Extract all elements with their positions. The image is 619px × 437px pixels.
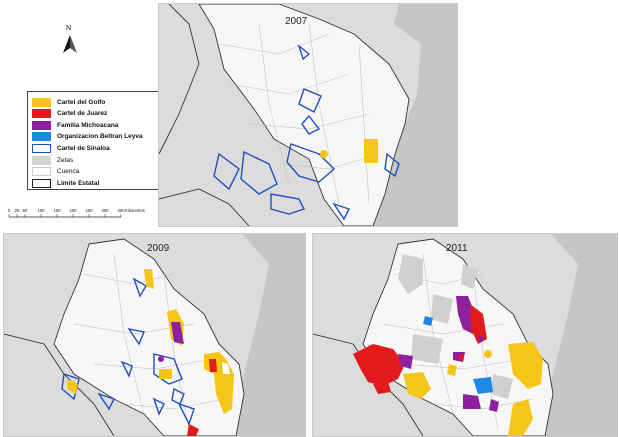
scale-tick-label: 250 bbox=[86, 208, 94, 213]
legend-label: Cartel del Golfo bbox=[57, 98, 106, 106]
legend-label: Cuenca bbox=[57, 168, 80, 176]
map-2009-canvas bbox=[4, 234, 305, 436]
legend-swatch bbox=[32, 132, 51, 142]
map-year: 2011 bbox=[446, 243, 468, 254]
map-2007: 2007 bbox=[158, 3, 458, 227]
north-letter: N bbox=[66, 25, 72, 32]
region-white bbox=[198, 4, 410, 226]
scale-tick-label: 25 bbox=[15, 208, 20, 213]
north-arrow-icon bbox=[63, 35, 77, 53]
scale-tick-label: 300 bbox=[102, 208, 110, 213]
legend-swatch bbox=[32, 167, 51, 177]
scale-tick-label: 200 bbox=[70, 208, 78, 213]
scale-tick-label: 50 bbox=[23, 208, 28, 213]
scale-tick-label: 0 bbox=[8, 208, 11, 213]
scale-unit: Kilometros bbox=[125, 208, 145, 213]
legend-item: Organizacion Beltran Leyva bbox=[32, 132, 143, 142]
legend-swatch bbox=[32, 120, 51, 130]
scale-tick-label: 100 bbox=[38, 208, 46, 213]
map-2007-canvas bbox=[159, 4, 457, 226]
sinaloa-outlines bbox=[213, 44, 400, 221]
map-2011: 2011 bbox=[312, 233, 618, 437]
legend-swatch bbox=[32, 155, 51, 165]
legend-label: Limite Estatal bbox=[57, 179, 100, 187]
golfo-area bbox=[364, 139, 378, 163]
legend-label: Cartel de Juarez bbox=[57, 110, 108, 118]
legend-item: Limite Estatal bbox=[32, 178, 99, 188]
legend-swatch bbox=[32, 97, 51, 107]
scale-tick-label: 150 bbox=[54, 208, 62, 213]
legend-item: Cartel de Sinaloa bbox=[32, 143, 110, 153]
legend: Cartel del Golfo Cartel de Juarez Familia … bbox=[27, 91, 160, 190]
scale-tick-label: 350 bbox=[118, 208, 126, 213]
map-year: 2007 bbox=[285, 16, 308, 27]
legend-item: Cartel del Golfo bbox=[32, 97, 105, 107]
legend-item: Familia Michoacana bbox=[32, 120, 118, 130]
scale-bar-graphic: 0 25 50 100 150 200 250 300 350 Kilometros bbox=[8, 208, 145, 218]
map-2011-canvas bbox=[313, 234, 617, 436]
legend-item: Zetas bbox=[32, 155, 73, 165]
legend-label: Organizacion Beltran Leyva bbox=[57, 133, 143, 141]
legend-label: Cartel de Sinaloa bbox=[57, 144, 110, 152]
north-arrow: N bbox=[60, 25, 80, 55]
map-2009: 2009 bbox=[3, 233, 306, 437]
legend-label: Zetas bbox=[57, 156, 74, 164]
legend-swatch bbox=[32, 109, 51, 119]
legend-item: Cuenca bbox=[32, 167, 79, 177]
scale-bar: 0 25 50 100 150 200 250 300 350 Kilometros bbox=[6, 203, 156, 219]
map-year: 2009 bbox=[147, 243, 170, 254]
legend-swatch bbox=[32, 143, 51, 153]
golfo-area-small bbox=[320, 150, 328, 158]
legend-swatch bbox=[32, 178, 51, 188]
legend-label: Familia Michoacana bbox=[57, 121, 119, 129]
gulf-water bbox=[373, 4, 457, 226]
legend-item: Cartel de Juarez bbox=[32, 109, 107, 119]
